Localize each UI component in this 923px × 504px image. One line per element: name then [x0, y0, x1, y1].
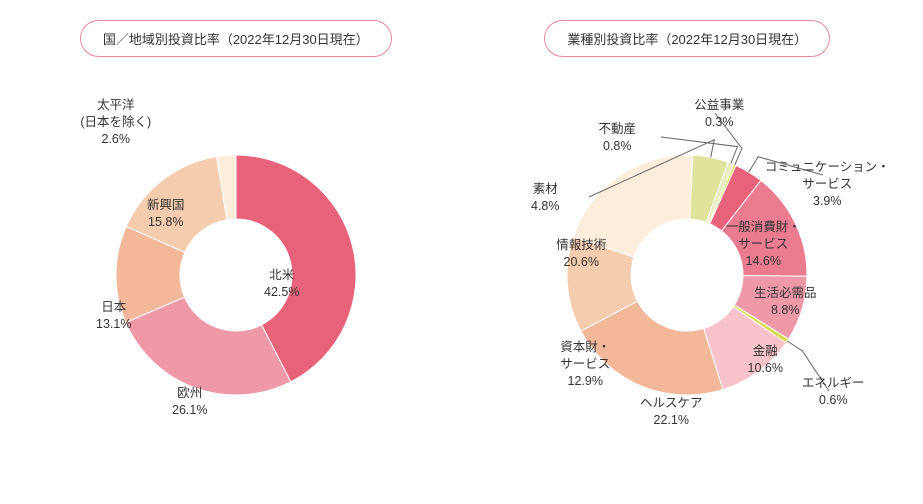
slice-label: 情報技術20.6% [556, 237, 606, 271]
slice-label: 公益事業0.3% [694, 97, 744, 131]
slice-label: 日本13.1% [96, 299, 131, 333]
slice-label: 素材4.8% [531, 181, 560, 215]
slice-label: 新興国15.8% [147, 197, 185, 231]
chart-title: 業種別投資比率（2022年12月30日現在） [544, 20, 830, 57]
slice-label: 太平洋(日本を除く)2.6% [80, 97, 151, 148]
slice-label: 一般消費財・サービス14.6% [726, 219, 801, 270]
donut-chart: コミュニケーション・サービス3.9% 一般消費財・サービス14.6% 生活必需品8.… [487, 85, 887, 445]
slice-label: 資本財・サービス12.9% [560, 339, 610, 390]
slice-label: 生活必需品8.8% [754, 285, 817, 319]
chart-title: 国／地域別投資比率（2022年12月30日現在） [80, 20, 392, 57]
slice-label: 北米42.5% [264, 267, 299, 301]
slice-label: ヘルスケア22.1% [640, 395, 703, 429]
slice-label: コミュニケーション・サービス3.9% [765, 159, 890, 210]
slice-label: 金融10.6% [748, 343, 783, 377]
donut-chart: 北米42.5% 欧州26.1% 日本13.1% 新興国15.8% 太平洋(日本を除く)2… [36, 85, 436, 445]
slice-label: 不動産0.8% [598, 121, 636, 155]
slice-label: エネルギー0.6% [802, 375, 865, 409]
slice-label: 欧州26.1% [172, 385, 207, 419]
